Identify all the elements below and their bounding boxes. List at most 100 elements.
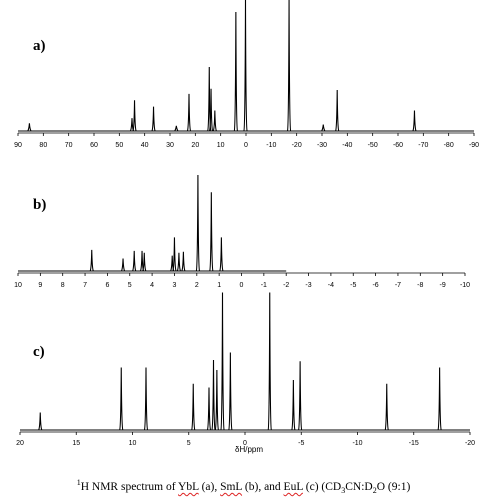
panel-b-spectrum: 10 9 8 7 6 5 4 3 2 1 0 -1 -2 -3 -4 -5 -6 -7 -8 -9 -10 bbox=[14, 174, 470, 289]
x-tick-label: 90 bbox=[14, 142, 22, 149]
x-tick-label: -5 bbox=[298, 440, 304, 447]
nmr-peak bbox=[143, 367, 149, 431]
x-tick-label: -80 bbox=[444, 142, 454, 149]
x-tick-label: 15 bbox=[72, 440, 80, 447]
x-tick-label: -30 bbox=[317, 142, 327, 149]
caption-sub-2: 2 bbox=[372, 486, 377, 496]
caption-text-2: (a), bbox=[198, 480, 221, 493]
nmr-peak bbox=[286, 0, 292, 132]
panel-label-c: c) bbox=[33, 344, 45, 360]
x-tick-label: -90 bbox=[469, 142, 479, 149]
x-tick-label: 4 bbox=[150, 282, 154, 289]
x-tick-label: 60 bbox=[90, 142, 98, 149]
caption-text-4: (c) (CD bbox=[302, 480, 342, 493]
x-tick-label: 0 bbox=[244, 142, 248, 149]
x-tick-label: 1 bbox=[217, 282, 221, 289]
x-tick-label: -10 bbox=[460, 282, 470, 289]
caption-sub-1: 3 bbox=[341, 486, 346, 496]
nmr-peak bbox=[181, 251, 186, 272]
nmr-peak bbox=[119, 367, 124, 431]
x-tick-label: -15 bbox=[409, 440, 419, 447]
x-tick-label: 9 bbox=[38, 282, 42, 289]
x-tick-label: 20 bbox=[16, 440, 24, 447]
x-tick-label: 50 bbox=[115, 142, 123, 149]
nmr-peak bbox=[214, 369, 220, 431]
panel-a-spectrum: 90 80 70 60 50 40 30 20 10 0 -10 -20 -30 -40 -50 -60 -70… bbox=[14, 0, 479, 149]
nmr-peak bbox=[132, 250, 137, 272]
nmr-peak bbox=[219, 237, 224, 272]
caption-text-6: O (9:1) bbox=[376, 480, 411, 493]
figure-caption: 1H NMR spectrum of YbL (a), SmL (b), and… bbox=[0, 478, 487, 495]
x-tick-label: 3 bbox=[172, 282, 176, 289]
nmr-peak bbox=[321, 124, 326, 132]
nmr-peak bbox=[209, 192, 214, 272]
panel-c-spectrum: 20 15 10 5 0 -5 -10 -15 -20 δH/ppm bbox=[16, 292, 475, 454]
nmr-peak bbox=[206, 387, 212, 431]
nmr-peak bbox=[211, 359, 216, 431]
x-tick-label: -9 bbox=[440, 282, 446, 289]
x-tick-label: -5 bbox=[350, 282, 356, 289]
x-tick-label: -10 bbox=[266, 142, 276, 149]
nmr-peak bbox=[172, 237, 177, 272]
x-tick-label: 10 bbox=[129, 440, 137, 447]
nmr-figure: 90 80 70 60 50 40 30 20 10 0 -10 -20 -30 -40 -50 -60 -70… bbox=[14, 0, 479, 454]
x-tick-label: -20 bbox=[465, 440, 475, 447]
x-tick-label: -50 bbox=[368, 142, 378, 149]
caption-compound-sm: SmL bbox=[220, 480, 243, 493]
nmr-peak bbox=[212, 110, 217, 132]
caption-text-5: CN:D bbox=[345, 480, 373, 493]
caption-text-3: (b), and bbox=[242, 480, 284, 493]
x-tick-label: 30 bbox=[166, 142, 174, 149]
nmr-peak bbox=[220, 292, 225, 431]
nmr-peak bbox=[176, 252, 182, 272]
nmr-peak bbox=[186, 93, 192, 132]
nmr-peak bbox=[174, 125, 179, 132]
x-tick-label: -20 bbox=[292, 142, 302, 149]
x-tick-label: -1 bbox=[261, 282, 267, 289]
x-tick-label: 40 bbox=[141, 142, 149, 149]
nmr-peak bbox=[142, 252, 147, 272]
x-tick-label: 20 bbox=[191, 142, 199, 149]
x-tick-label: 70 bbox=[65, 142, 73, 149]
x-tick-label: 0 bbox=[243, 440, 247, 447]
x-tick-label: 6 bbox=[105, 282, 109, 289]
nmr-peak bbox=[132, 100, 137, 132]
x-tick-label: 0 bbox=[240, 282, 244, 289]
x-tick-label: 10 bbox=[14, 282, 22, 289]
x-tick-label: -8 bbox=[417, 282, 423, 289]
x-tick-label: -40 bbox=[342, 142, 352, 149]
x-tick-label: -60 bbox=[393, 142, 403, 149]
caption-sup: 1 bbox=[76, 478, 81, 487]
nmr-peak bbox=[89, 249, 94, 272]
x-tick-label: 8 bbox=[61, 282, 65, 289]
panel-label-b: b) bbox=[33, 197, 47, 213]
x-tick-label: -2 bbox=[283, 282, 289, 289]
nmr-peak bbox=[38, 412, 43, 431]
nmr-peak bbox=[120, 258, 126, 272]
nmr-peak bbox=[151, 106, 156, 132]
nmr-peak bbox=[228, 352, 233, 431]
x-tick-label: 10 bbox=[217, 142, 225, 149]
nmr-peak bbox=[267, 292, 272, 431]
nmr-peak bbox=[195, 174, 201, 272]
nmr-peak bbox=[243, 0, 248, 132]
x-axis-title: δH/ppm bbox=[235, 445, 263, 454]
x-tick-label: -3 bbox=[305, 282, 311, 289]
x-tick-label: 5 bbox=[187, 440, 191, 447]
nmr-peak bbox=[191, 383, 196, 431]
x-tick-label: -4 bbox=[328, 282, 334, 289]
x-tick-label: 7 bbox=[83, 282, 87, 289]
caption-compound-yb: YbL bbox=[178, 480, 199, 493]
nmr-peak bbox=[297, 361, 303, 431]
nmr-peak bbox=[384, 383, 389, 431]
nmr-peak bbox=[27, 123, 32, 132]
x-tick-label: -10 bbox=[352, 440, 362, 447]
x-tick-label: 80 bbox=[39, 142, 47, 149]
nmr-peak bbox=[233, 11, 239, 132]
x-tick-label: -70 bbox=[418, 142, 428, 149]
nmr-peak bbox=[291, 379, 296, 431]
caption-compound-eu: EuL bbox=[283, 480, 303, 493]
panel-label-a: a) bbox=[33, 38, 46, 54]
nmr-peak bbox=[412, 110, 417, 132]
x-tick-label: 2 bbox=[195, 282, 199, 289]
